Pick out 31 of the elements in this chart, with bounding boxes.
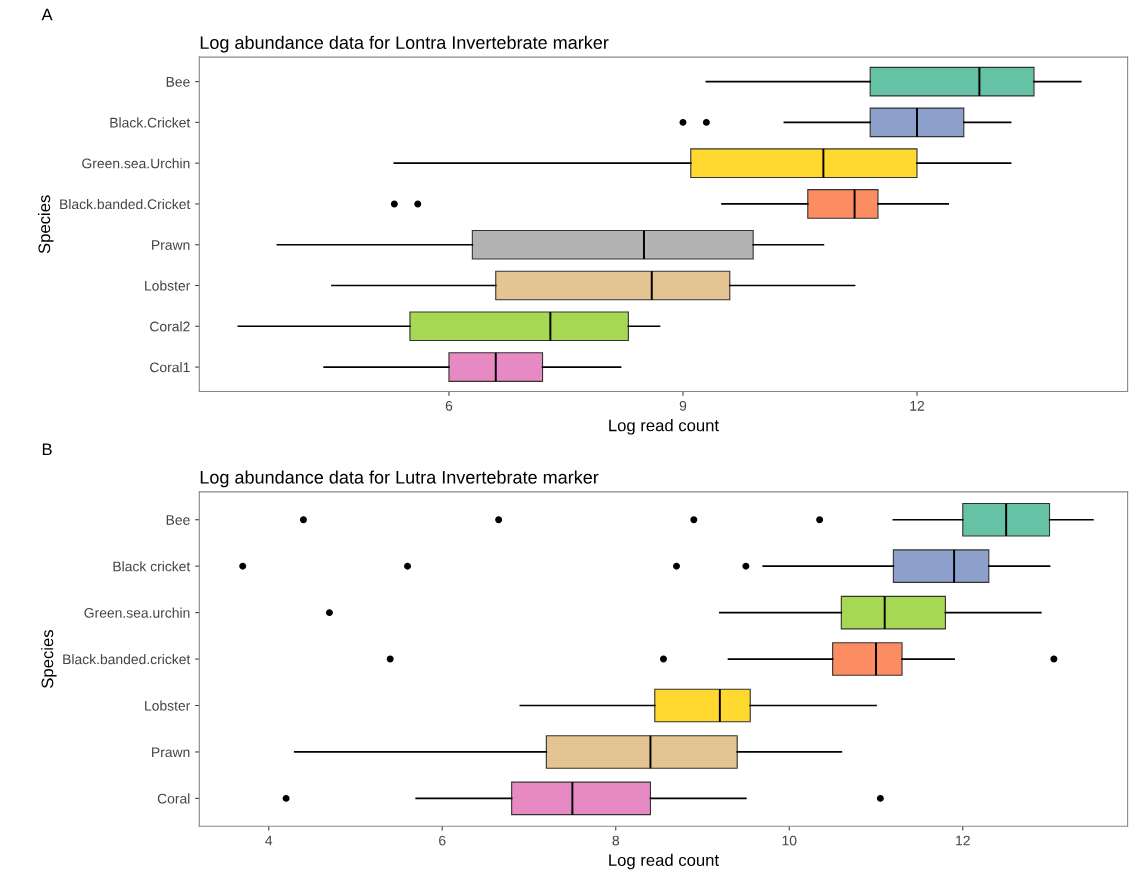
y-tick-label: Green.sea.urchin [84, 607, 190, 618]
text: B [42, 443, 52, 455]
x-tick-label: 12 [956, 835, 970, 846]
y-tick-label: Green.sea.Urchin [82, 158, 190, 169]
y-tick-label: Prawn [152, 747, 190, 758]
y-tick-label: Black cricket [113, 561, 191, 572]
y-tick-label: Black.banded.Cricket [60, 198, 191, 210]
y-tick-label: Bee [166, 77, 190, 87]
x-tick-label: 12 [910, 400, 925, 411]
y-tick-label: Black.banded.cricket [63, 654, 191, 665]
x-axis-title: Log read count [609, 853, 719, 870]
y-tick-label: Prawn [152, 240, 190, 250]
text: A [41, 8, 53, 21]
y-tick-label: Coral [157, 793, 190, 804]
y-axis-title: Species [41, 630, 57, 688]
y-tick-label: Bee [166, 515, 190, 525]
x-tick-label: 9 [679, 400, 687, 411]
y-tick-label: Coral1 [150, 362, 190, 373]
y-tick-label: Lobster [145, 280, 191, 291]
x-axis-title: Log read count [609, 419, 719, 435]
x-tick-label: 10 [782, 835, 797, 846]
x-tick-label: 6 [439, 835, 446, 846]
y-tick-label: Black.Cricket [110, 117, 191, 128]
y-tick-label: Lobster [145, 700, 191, 711]
x-tick-label: 8 [612, 835, 620, 846]
x-tick-label: 4 [265, 835, 273, 846]
chart-title: Log abundance data for Lutra Invertebrate marker [200, 470, 599, 488]
y-axis-title: Species [37, 195, 54, 254]
chart-title: Log abundance data for Lontra Invertebrate marker [200, 35, 609, 53]
x-tick-label: 6 [445, 400, 453, 411]
y-tick-label: Coral2 [150, 321, 190, 332]
